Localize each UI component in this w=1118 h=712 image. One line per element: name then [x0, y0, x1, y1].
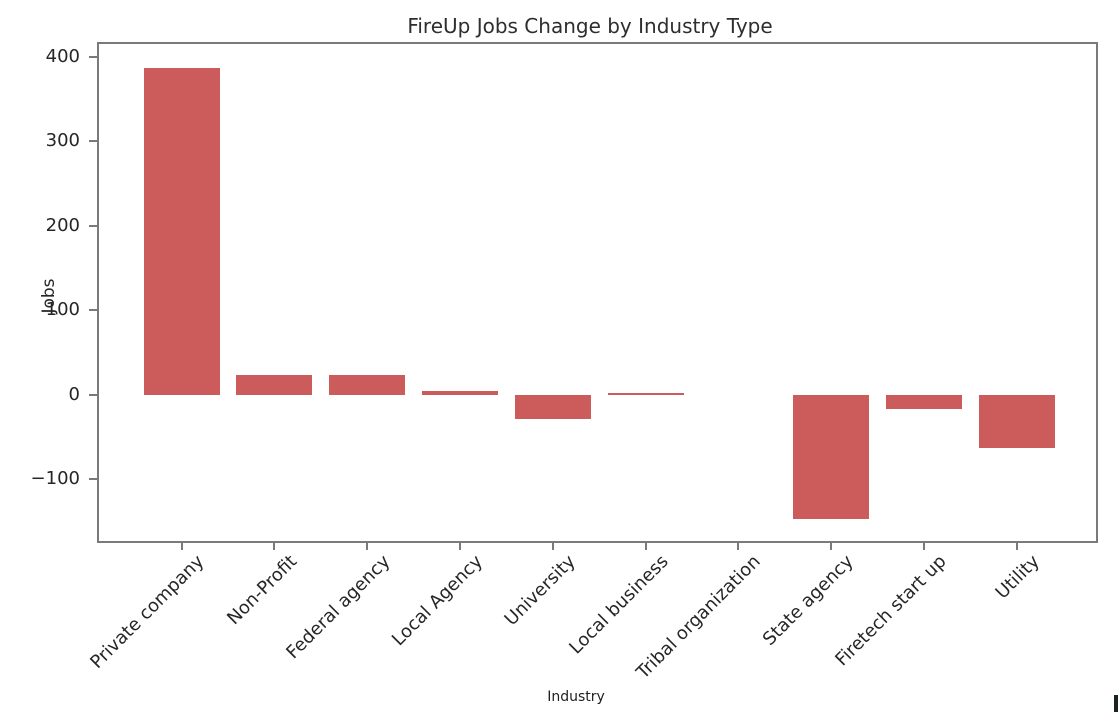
- x-axis-label: Industry: [547, 689, 605, 705]
- y-tick-label: 0: [68, 383, 80, 405]
- x-tick-mark: [830, 543, 833, 550]
- y-tick-mark: [89, 478, 97, 481]
- bar-utility: [978, 394, 1055, 449]
- bar-firetech-start-up: [885, 394, 962, 410]
- y-tick-mark: [89, 393, 97, 396]
- bar-local-agency: [421, 390, 498, 395]
- y-tick-mark: [89, 140, 97, 143]
- plot-area: [97, 42, 1098, 543]
- x-tick-mark: [458, 543, 461, 550]
- y-tick-label: 300: [45, 130, 80, 152]
- x-tick-mark: [180, 543, 183, 550]
- x-category-label: Non-Profit: [223, 551, 302, 630]
- y-tick-mark: [89, 309, 97, 312]
- x-category-label: Private company: [86, 551, 209, 673]
- x-tick-mark: [366, 543, 369, 550]
- x-category-label: University: [500, 551, 580, 631]
- x-tick-mark: [644, 543, 647, 550]
- y-tick-mark: [89, 55, 97, 58]
- x-category-label: State agency: [759, 551, 858, 650]
- bar-local-business: [607, 393, 684, 395]
- x-tick-mark: [737, 543, 740, 550]
- y-tick-label: 100: [45, 299, 80, 321]
- bar-state-agency: [793, 394, 870, 520]
- y-tick-label: −100: [30, 468, 80, 490]
- bar-university: [514, 394, 591, 420]
- bar-federal-agency: [329, 375, 406, 395]
- x-category-label: Local Agency: [387, 551, 487, 651]
- x-tick-mark: [273, 543, 276, 550]
- y-tick-mark: [89, 224, 97, 227]
- x-category-label: Utility: [991, 551, 1044, 604]
- bar-private-company: [143, 67, 220, 395]
- x-tick-mark: [551, 543, 554, 550]
- x-category-label: Local business: [564, 551, 673, 659]
- x-tick-mark: [922, 543, 925, 550]
- bar-non-profit: [236, 375, 313, 395]
- y-tick-label: 200: [45, 214, 80, 236]
- x-tick-mark: [1015, 543, 1018, 550]
- screen-edge-artifact: [1114, 695, 1118, 712]
- y-tick-label: 400: [45, 45, 80, 67]
- chart-title: FireUp Jobs Change by Industry Type: [407, 14, 773, 38]
